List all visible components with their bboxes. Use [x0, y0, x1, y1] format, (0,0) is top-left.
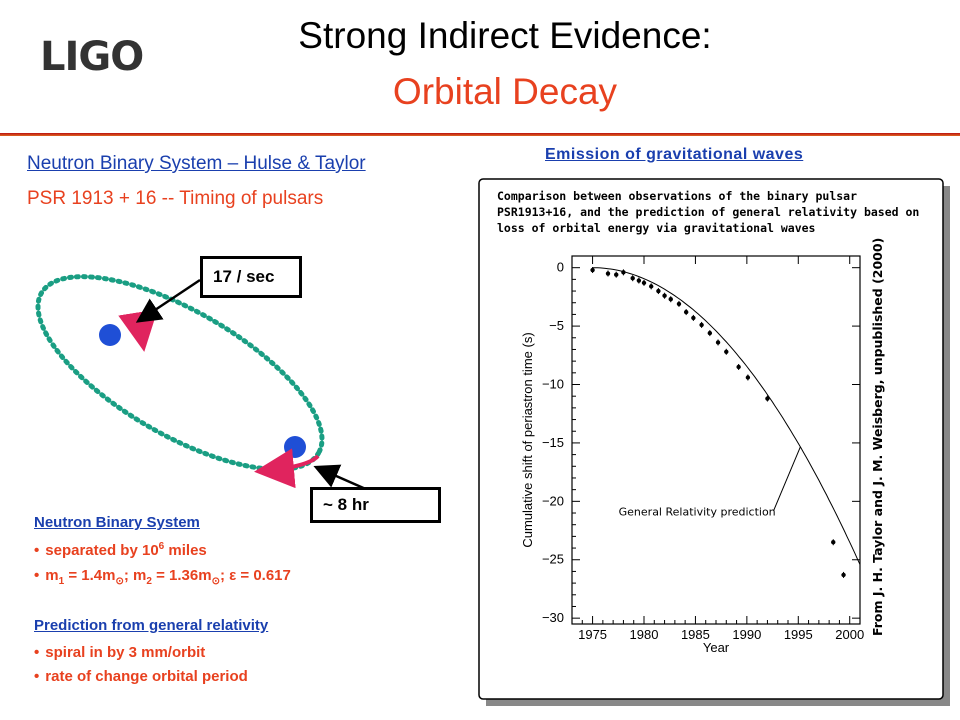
- y-tick-label: −10: [542, 377, 564, 392]
- x-tick-label: 1985: [681, 627, 710, 642]
- bullet-spiral: spiral in by 3 mm/orbit: [34, 644, 205, 661]
- data-point: [621, 270, 626, 275]
- data-point: [736, 364, 741, 370]
- annotation-leader: [773, 446, 801, 511]
- data-point: [662, 293, 667, 298]
- title-divider: [0, 133, 960, 136]
- data-point: [641, 280, 647, 286]
- callout-period: ~ 8 hr: [310, 487, 441, 523]
- data-point: [691, 315, 696, 321]
- x-tick-label: 1975: [578, 627, 607, 642]
- prediction-curve: [592, 267, 861, 565]
- chart-caption: Comparison between observations of the b…: [497, 189, 920, 235]
- prediction-heading: Prediction from general relativity: [34, 617, 269, 634]
- neutron-binary-heading: Neutron Binary System: [34, 514, 200, 531]
- data-point: [605, 271, 611, 276]
- data-point: [715, 340, 721, 345]
- data-point: [630, 275, 635, 281]
- x-tick-label: 2000: [835, 627, 864, 642]
- hulse-taylor-link[interactable]: Neutron Binary System – Hulse & Taylor: [27, 153, 366, 174]
- data-point: [614, 272, 619, 277]
- x-tick-label: 1980: [630, 627, 659, 642]
- callout-rate: 17 / sec: [200, 256, 302, 298]
- data-point: [745, 375, 751, 380]
- slide-subtitle: Orbital Decay: [392, 71, 618, 112]
- emission-heading-link[interactable]: Emission of gravitational waves: [545, 146, 804, 163]
- data-point: [636, 278, 642, 283]
- rotation-arrow-1: [118, 309, 158, 352]
- psr-heading: PSR 1913 + 16 -- Timing of pulsars: [27, 188, 324, 209]
- orbital-decay-chart: 1975 1980 1985 1990 1995 2000 0 −5 −10 −15 −20 −25 −…: [478, 178, 950, 706]
- data-point: [699, 322, 704, 328]
- data-point: [683, 309, 689, 315]
- callout-arrow-1: [135, 278, 201, 323]
- annotation-label: General Relativity prediction: [619, 505, 776, 518]
- data-point: [841, 572, 846, 578]
- data-point: [707, 330, 713, 336]
- panel-frame: [478, 178, 944, 700]
- data-point: [668, 297, 673, 302]
- bullet-separation: separated by 106 miles: [34, 541, 207, 559]
- chart-credit: From J. H. Taylor and J. M. Weisberg, un…: [870, 237, 885, 636]
- callout-arrow-2: [313, 464, 369, 492]
- data-point: [676, 301, 682, 307]
- data-point: [656, 288, 661, 294]
- y-tick-label: −25: [542, 552, 564, 567]
- data-point: [724, 349, 729, 354]
- x-tick-label: 1990: [732, 627, 761, 642]
- x-tick-label: 1995: [784, 627, 813, 642]
- y-axis-label: Cumulative shift of periastron time (s): [520, 332, 535, 547]
- y-tick-label: −20: [542, 493, 564, 508]
- orbit-path: [35, 274, 325, 472]
- neutron-star-2: [284, 436, 306, 458]
- data-point: [831, 540, 836, 545]
- data-point: [649, 284, 654, 289]
- neutron-star-1: [99, 324, 121, 346]
- y-tick-label: −15: [542, 435, 564, 450]
- y-tick-label: 0: [557, 260, 564, 275]
- y-tick-label: −5: [549, 318, 564, 333]
- data-point: [765, 396, 770, 401]
- y-tick-label: −30: [542, 610, 564, 625]
- slide-title: Strong Indirect Evidence:: [298, 15, 712, 56]
- ligo-logo: LIGO: [40, 34, 144, 80]
- bullet-period-change: rate of change orbital period: [34, 668, 248, 685]
- bullet-masses: m1 = 1.4m⊙; m2 = 1.36m⊙; ε = 0.617: [34, 567, 291, 587]
- data-point: [590, 267, 595, 273]
- x-axis-label: Year: [703, 640, 730, 655]
- rotation-arrow-2: [254, 448, 320, 489]
